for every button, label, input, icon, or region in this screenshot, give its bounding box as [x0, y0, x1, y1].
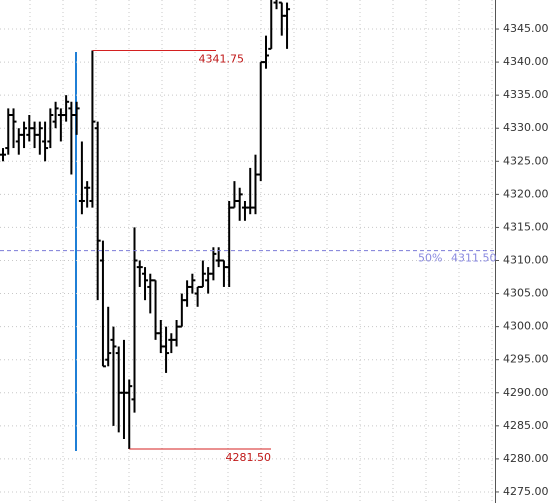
y-tick-label: 4335.00 [503, 88, 549, 101]
y-tick-label: 4295.00 [503, 353, 549, 366]
y-tick-label: 4300.00 [503, 320, 549, 333]
fib-percent-label: 50% [418, 252, 442, 265]
y-tick-label: 4330.00 [503, 121, 549, 134]
y-tick-label: 4290.00 [503, 386, 549, 399]
y-tick-label: 4320.00 [503, 187, 549, 200]
y-tick-label: 4285.00 [503, 419, 549, 432]
y-tick-label: 4315.00 [503, 220, 549, 233]
y-tick-label: 4350.00 [503, 0, 549, 2]
y-tick-label: 4280.00 [503, 452, 549, 465]
low-level-label: 4281.50 [226, 451, 272, 464]
y-tick-label: 4305.00 [503, 287, 549, 300]
y-tick-label: 4310.00 [503, 253, 549, 266]
fib-value-label: 4311.50 [451, 252, 497, 265]
high-level-label: 4341.75 [199, 53, 245, 66]
y-tick-label: 4275.00 [503, 485, 549, 498]
y-tick-label: 4325.00 [503, 154, 549, 167]
y-tick-label: 4340.00 [503, 55, 549, 68]
y-tick-label: 4345.00 [503, 22, 549, 35]
